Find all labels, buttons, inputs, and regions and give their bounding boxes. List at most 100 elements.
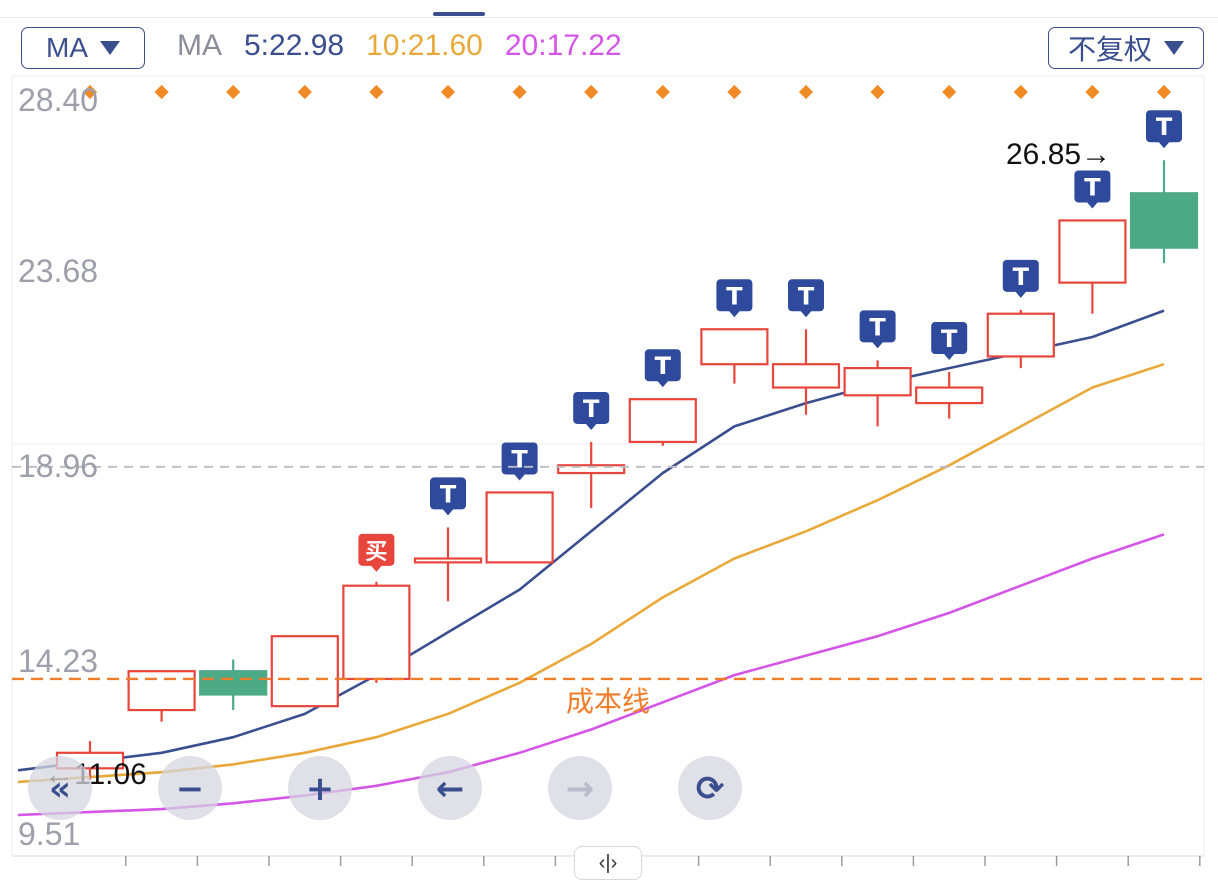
t-marker[interactable]: T xyxy=(716,279,753,318)
rewind-button[interactable]: « xyxy=(28,756,92,820)
marker-label: T xyxy=(511,445,528,473)
signal-dot xyxy=(1013,84,1028,100)
y-tick-label: 14.23 xyxy=(18,643,98,679)
marker-pointer xyxy=(442,508,454,516)
signal-dot xyxy=(870,84,885,100)
signal-dot xyxy=(226,84,241,100)
marker-box xyxy=(788,279,824,312)
chart-toolbar: « − + ← → ⟳ xyxy=(28,756,742,820)
candle[interactable] xyxy=(342,581,411,683)
candle[interactable] xyxy=(199,659,268,711)
candle[interactable] xyxy=(557,441,626,508)
y-tick-label: 9.51 xyxy=(18,816,80,852)
candles xyxy=(55,160,1199,780)
candle-body xyxy=(700,328,769,366)
candle[interactable] xyxy=(1058,219,1127,314)
t-marker[interactable]: T xyxy=(1074,170,1111,209)
buy-marker[interactable]: 买 xyxy=(358,533,395,572)
top-divider xyxy=(0,17,1218,18)
range-handle[interactable]: ‹|› xyxy=(574,846,642,880)
candle[interactable] xyxy=(413,527,483,602)
signal-dot xyxy=(297,84,312,100)
signal-dot xyxy=(512,84,527,100)
marker-pointer xyxy=(656,380,669,388)
candle[interactable] xyxy=(1129,160,1199,264)
candle-body xyxy=(986,312,1055,358)
zoom-in-button[interactable]: + xyxy=(288,756,352,820)
candle-body xyxy=(413,557,483,564)
marker-box xyxy=(1146,110,1182,143)
zoom-in-icon: + xyxy=(306,769,335,809)
t-marker[interactable]: T xyxy=(788,279,824,318)
candle[interactable] xyxy=(485,491,554,564)
marker-pointer xyxy=(1014,290,1027,298)
candle[interactable] xyxy=(986,309,1055,369)
toolbar-button-bg xyxy=(548,756,612,820)
marker-box xyxy=(430,477,466,510)
candle-body xyxy=(342,584,411,681)
candle-body xyxy=(1129,192,1199,249)
candle-body xyxy=(199,670,268,696)
marker-label: T xyxy=(726,282,743,310)
marker-pointer xyxy=(1086,201,1099,209)
marker-label: T xyxy=(941,325,958,353)
t-marker[interactable]: T xyxy=(931,321,968,360)
ma-lines xyxy=(17,309,1165,817)
candle[interactable] xyxy=(771,329,841,415)
t-marker[interactable]: T xyxy=(430,477,466,516)
chevron-down-icon xyxy=(1164,41,1184,55)
t-marker[interactable]: T xyxy=(1146,110,1182,149)
chart-header: MA MA 5:22.98 10:21.60 20:17.22 不复权 xyxy=(0,22,1218,74)
toolbar-button-bg xyxy=(418,756,482,820)
candle[interactable] xyxy=(915,371,984,419)
rotate-button[interactable]: ⟳ xyxy=(678,756,742,820)
candle[interactable] xyxy=(628,398,697,446)
candle[interactable] xyxy=(127,670,196,722)
move-left-button[interactable]: ← xyxy=(418,756,482,820)
rotate-icon: ⟳ xyxy=(696,769,725,809)
legend-prefix: MA xyxy=(177,29,222,62)
indicator-select[interactable]: MA xyxy=(21,27,145,69)
t-marker[interactable]: T xyxy=(644,349,681,388)
ma-legend: MA 5:22.98 10:21.60 20:17.22 xyxy=(177,29,622,63)
marker-pointer xyxy=(585,422,598,430)
toolbar-button-bg xyxy=(288,756,352,820)
marker-label: T xyxy=(869,313,886,341)
toolbar-button-bg xyxy=(158,756,222,820)
y-tick-label: 18.96 xyxy=(18,448,98,484)
marker-label: T xyxy=(1084,173,1101,201)
t-marker[interactable]: T xyxy=(1002,259,1039,298)
candle-body xyxy=(843,367,912,397)
candle-body xyxy=(915,386,984,405)
marker-label: T xyxy=(440,480,457,508)
signal-dot xyxy=(1085,84,1100,100)
cost-line-label: 成本线 xyxy=(566,685,650,718)
legend-ma20: 20:17.22 xyxy=(504,29,622,62)
signal-dot xyxy=(798,84,814,100)
t-marker[interactable]: T xyxy=(573,391,610,430)
zoom-out-button[interactable]: − xyxy=(158,756,222,820)
t-marker[interactable]: T xyxy=(859,310,896,349)
legend-ma5: 5:22.98 xyxy=(244,29,345,62)
zoom-out-icon: − xyxy=(176,769,205,809)
candle[interactable] xyxy=(843,360,912,427)
candle-body xyxy=(270,635,339,708)
max-price-label: 26.85→ xyxy=(1006,138,1111,171)
move-right-icon: → xyxy=(566,769,595,809)
candle[interactable] xyxy=(270,635,339,708)
marker-label: T xyxy=(1156,113,1173,141)
marker-pointer xyxy=(370,564,383,572)
marker-label: T xyxy=(655,352,672,380)
candle-body xyxy=(628,398,697,444)
adjust-select[interactable]: 不复权 xyxy=(1048,27,1204,69)
candle-body xyxy=(485,491,554,564)
marker-box xyxy=(859,310,896,343)
t-marker[interactable]: T xyxy=(501,442,538,481)
move-right-button[interactable]: → xyxy=(548,756,612,820)
move-left-icon: ← xyxy=(436,769,465,809)
marker-label: T xyxy=(798,282,815,310)
signal-dot xyxy=(655,84,670,100)
candle[interactable] xyxy=(700,328,769,384)
